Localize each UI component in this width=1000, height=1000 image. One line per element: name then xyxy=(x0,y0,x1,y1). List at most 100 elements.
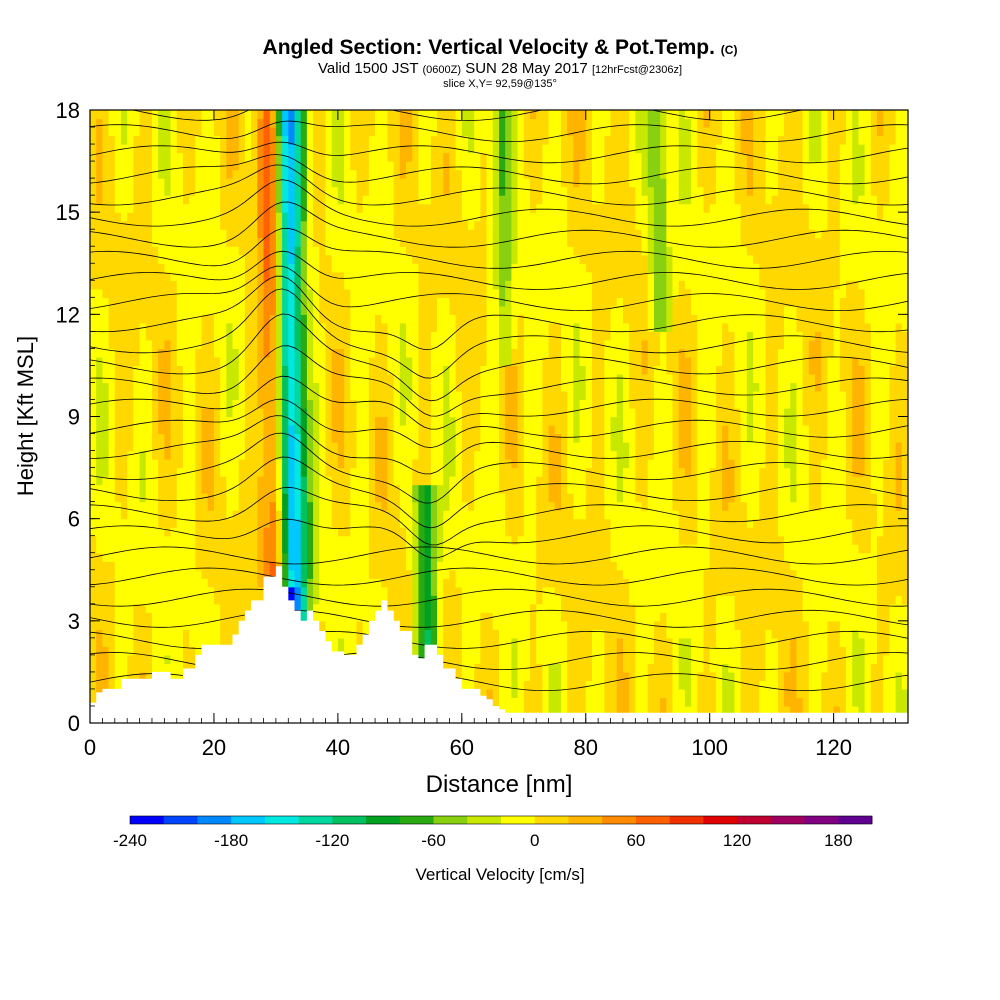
field-cell xyxy=(468,544,475,554)
field-cell xyxy=(207,620,215,630)
field-cell xyxy=(151,425,159,435)
field-cell xyxy=(120,637,128,647)
field-cell xyxy=(406,169,413,179)
field-cell xyxy=(325,595,333,605)
field-cell xyxy=(133,280,141,290)
field-cell xyxy=(176,169,184,179)
field-cell xyxy=(176,382,184,392)
field-cell xyxy=(505,212,512,222)
field-cell xyxy=(207,305,215,315)
field-cell xyxy=(387,348,395,358)
field-cell xyxy=(282,254,289,264)
field-cell xyxy=(319,246,327,256)
field-cell xyxy=(468,390,475,401)
field-cell xyxy=(319,339,327,349)
field-cell xyxy=(251,510,258,520)
field-cell xyxy=(393,365,401,375)
field-cell xyxy=(182,510,190,520)
field-cell xyxy=(356,501,364,511)
field-cell xyxy=(300,382,308,392)
field-cell xyxy=(226,203,234,213)
field-cell xyxy=(288,186,296,196)
field-cell xyxy=(406,229,413,239)
field-cell xyxy=(474,305,482,315)
field-cell xyxy=(263,544,271,554)
field-cell xyxy=(406,280,413,290)
field-cell xyxy=(406,433,413,443)
field-cell xyxy=(226,578,234,588)
field-cell xyxy=(393,212,401,222)
field-cell xyxy=(176,552,184,562)
field-cell xyxy=(300,246,308,256)
field-cell xyxy=(282,110,289,120)
field-cell xyxy=(220,493,227,503)
field-cell xyxy=(387,212,395,222)
field-cell xyxy=(300,186,308,196)
field-cell xyxy=(207,212,215,222)
field-cell xyxy=(381,416,389,426)
field-cell xyxy=(294,195,302,205)
field-cell xyxy=(468,535,475,545)
field-cell xyxy=(114,407,122,418)
field-cell xyxy=(275,297,283,307)
field-cell xyxy=(139,339,147,349)
field-cell xyxy=(263,322,271,332)
field-cell xyxy=(207,297,215,307)
field-cell xyxy=(437,518,444,528)
field-cell xyxy=(96,110,103,120)
field-cell xyxy=(368,527,376,537)
field-cell xyxy=(189,501,196,511)
field-cell xyxy=(424,314,432,324)
field-cell xyxy=(282,356,289,367)
field-cell xyxy=(90,297,97,307)
field-cell xyxy=(461,280,469,290)
field-cell xyxy=(505,297,512,307)
field-cell xyxy=(238,195,246,205)
field-cell xyxy=(269,288,277,298)
field-cell xyxy=(468,620,475,630)
field-cell xyxy=(164,450,172,460)
field-cell xyxy=(313,501,320,511)
field-cell xyxy=(468,603,475,613)
field-cell xyxy=(511,127,519,137)
field-cell xyxy=(257,254,265,264)
field-cell xyxy=(251,382,258,392)
field-cell xyxy=(90,697,97,707)
field-cell xyxy=(182,654,190,665)
field-cell xyxy=(244,510,252,520)
field-cell xyxy=(257,390,265,401)
field-cell xyxy=(90,195,97,205)
field-cell xyxy=(412,331,420,341)
field-cell xyxy=(418,467,426,477)
field-cell xyxy=(424,118,432,128)
field-cell xyxy=(449,314,457,324)
field-cell xyxy=(170,161,178,171)
field-cell xyxy=(499,339,506,349)
field-cell xyxy=(275,348,283,358)
field-cell xyxy=(412,186,420,196)
field-cell xyxy=(238,288,246,298)
field-cell xyxy=(381,586,389,596)
field-cell xyxy=(418,348,426,358)
field-cell xyxy=(412,450,420,460)
field-cell xyxy=(331,586,339,596)
field-cell xyxy=(406,407,413,418)
field-cell xyxy=(393,144,401,154)
field-cell xyxy=(362,297,370,307)
field-cell xyxy=(195,595,203,605)
field-cell xyxy=(362,152,370,162)
field-cell xyxy=(468,229,475,239)
field-cell xyxy=(226,169,234,179)
field-cell xyxy=(220,339,227,349)
field-cell xyxy=(368,450,376,460)
field-cell xyxy=(511,425,519,435)
field-cell xyxy=(406,552,413,562)
field-cell xyxy=(275,203,283,213)
field-cell xyxy=(201,527,209,537)
field-cell xyxy=(158,535,165,545)
field-cell xyxy=(331,416,339,426)
field-cell xyxy=(449,595,457,605)
field-cell xyxy=(182,195,190,205)
field-cell xyxy=(461,518,469,528)
field-cell xyxy=(393,203,401,213)
